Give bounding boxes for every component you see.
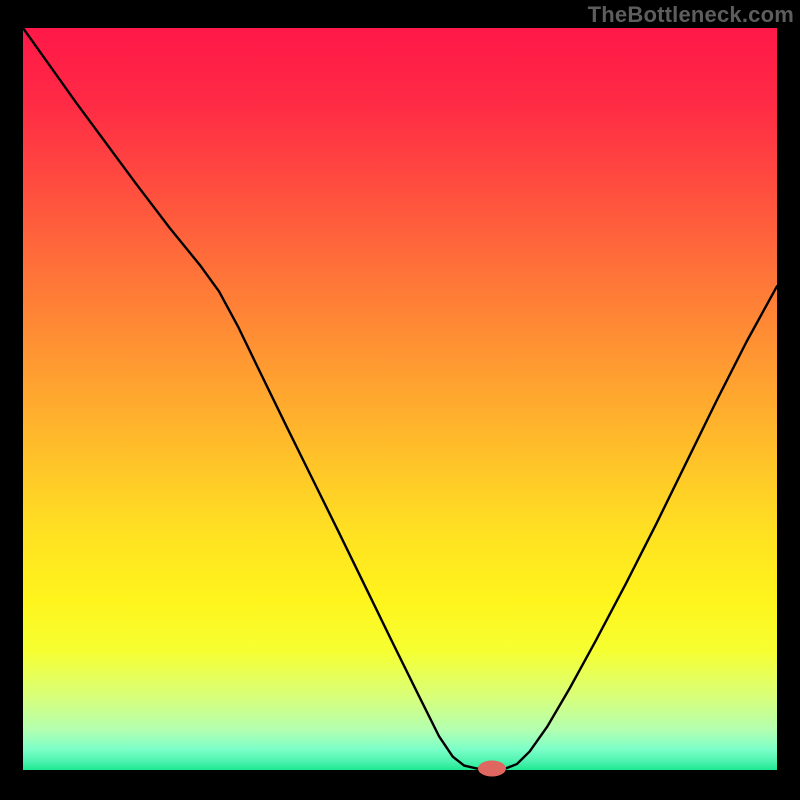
chart-container: TheBottleneck.com <box>0 0 800 800</box>
bottleneck-chart <box>0 0 800 800</box>
optimal-marker <box>478 761 506 777</box>
watermark-label: TheBottleneck.com <box>588 2 794 28</box>
